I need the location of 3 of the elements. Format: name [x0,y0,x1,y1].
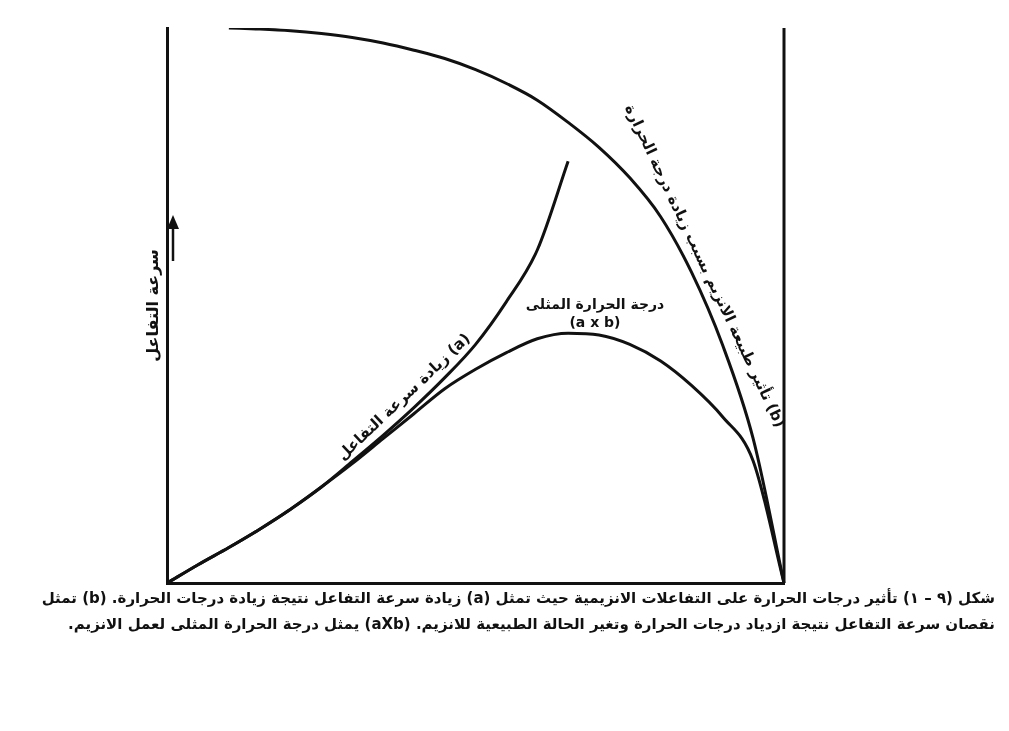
text: زيادة سرعة التفاعل (a) [333,329,474,464]
text: شكل (٩ – ١) تأثير درجات الحرارة على التفاعلات الانزيمية حيث تمثل (a) زيادة سرعة التفاعل نتيجة زيادة درجات الحرارة. (b) تمثل نقصان سرعة التفاعل نتيجة ازدياد درجات الحرارة وتغير الحالة الطبيعية للانزيم. (aXb) يمثل درجة الحرارة المثلى لعمل الانزيم. [40,587,995,635]
y-axis-title: سرعة التفاعل [142,249,162,362]
